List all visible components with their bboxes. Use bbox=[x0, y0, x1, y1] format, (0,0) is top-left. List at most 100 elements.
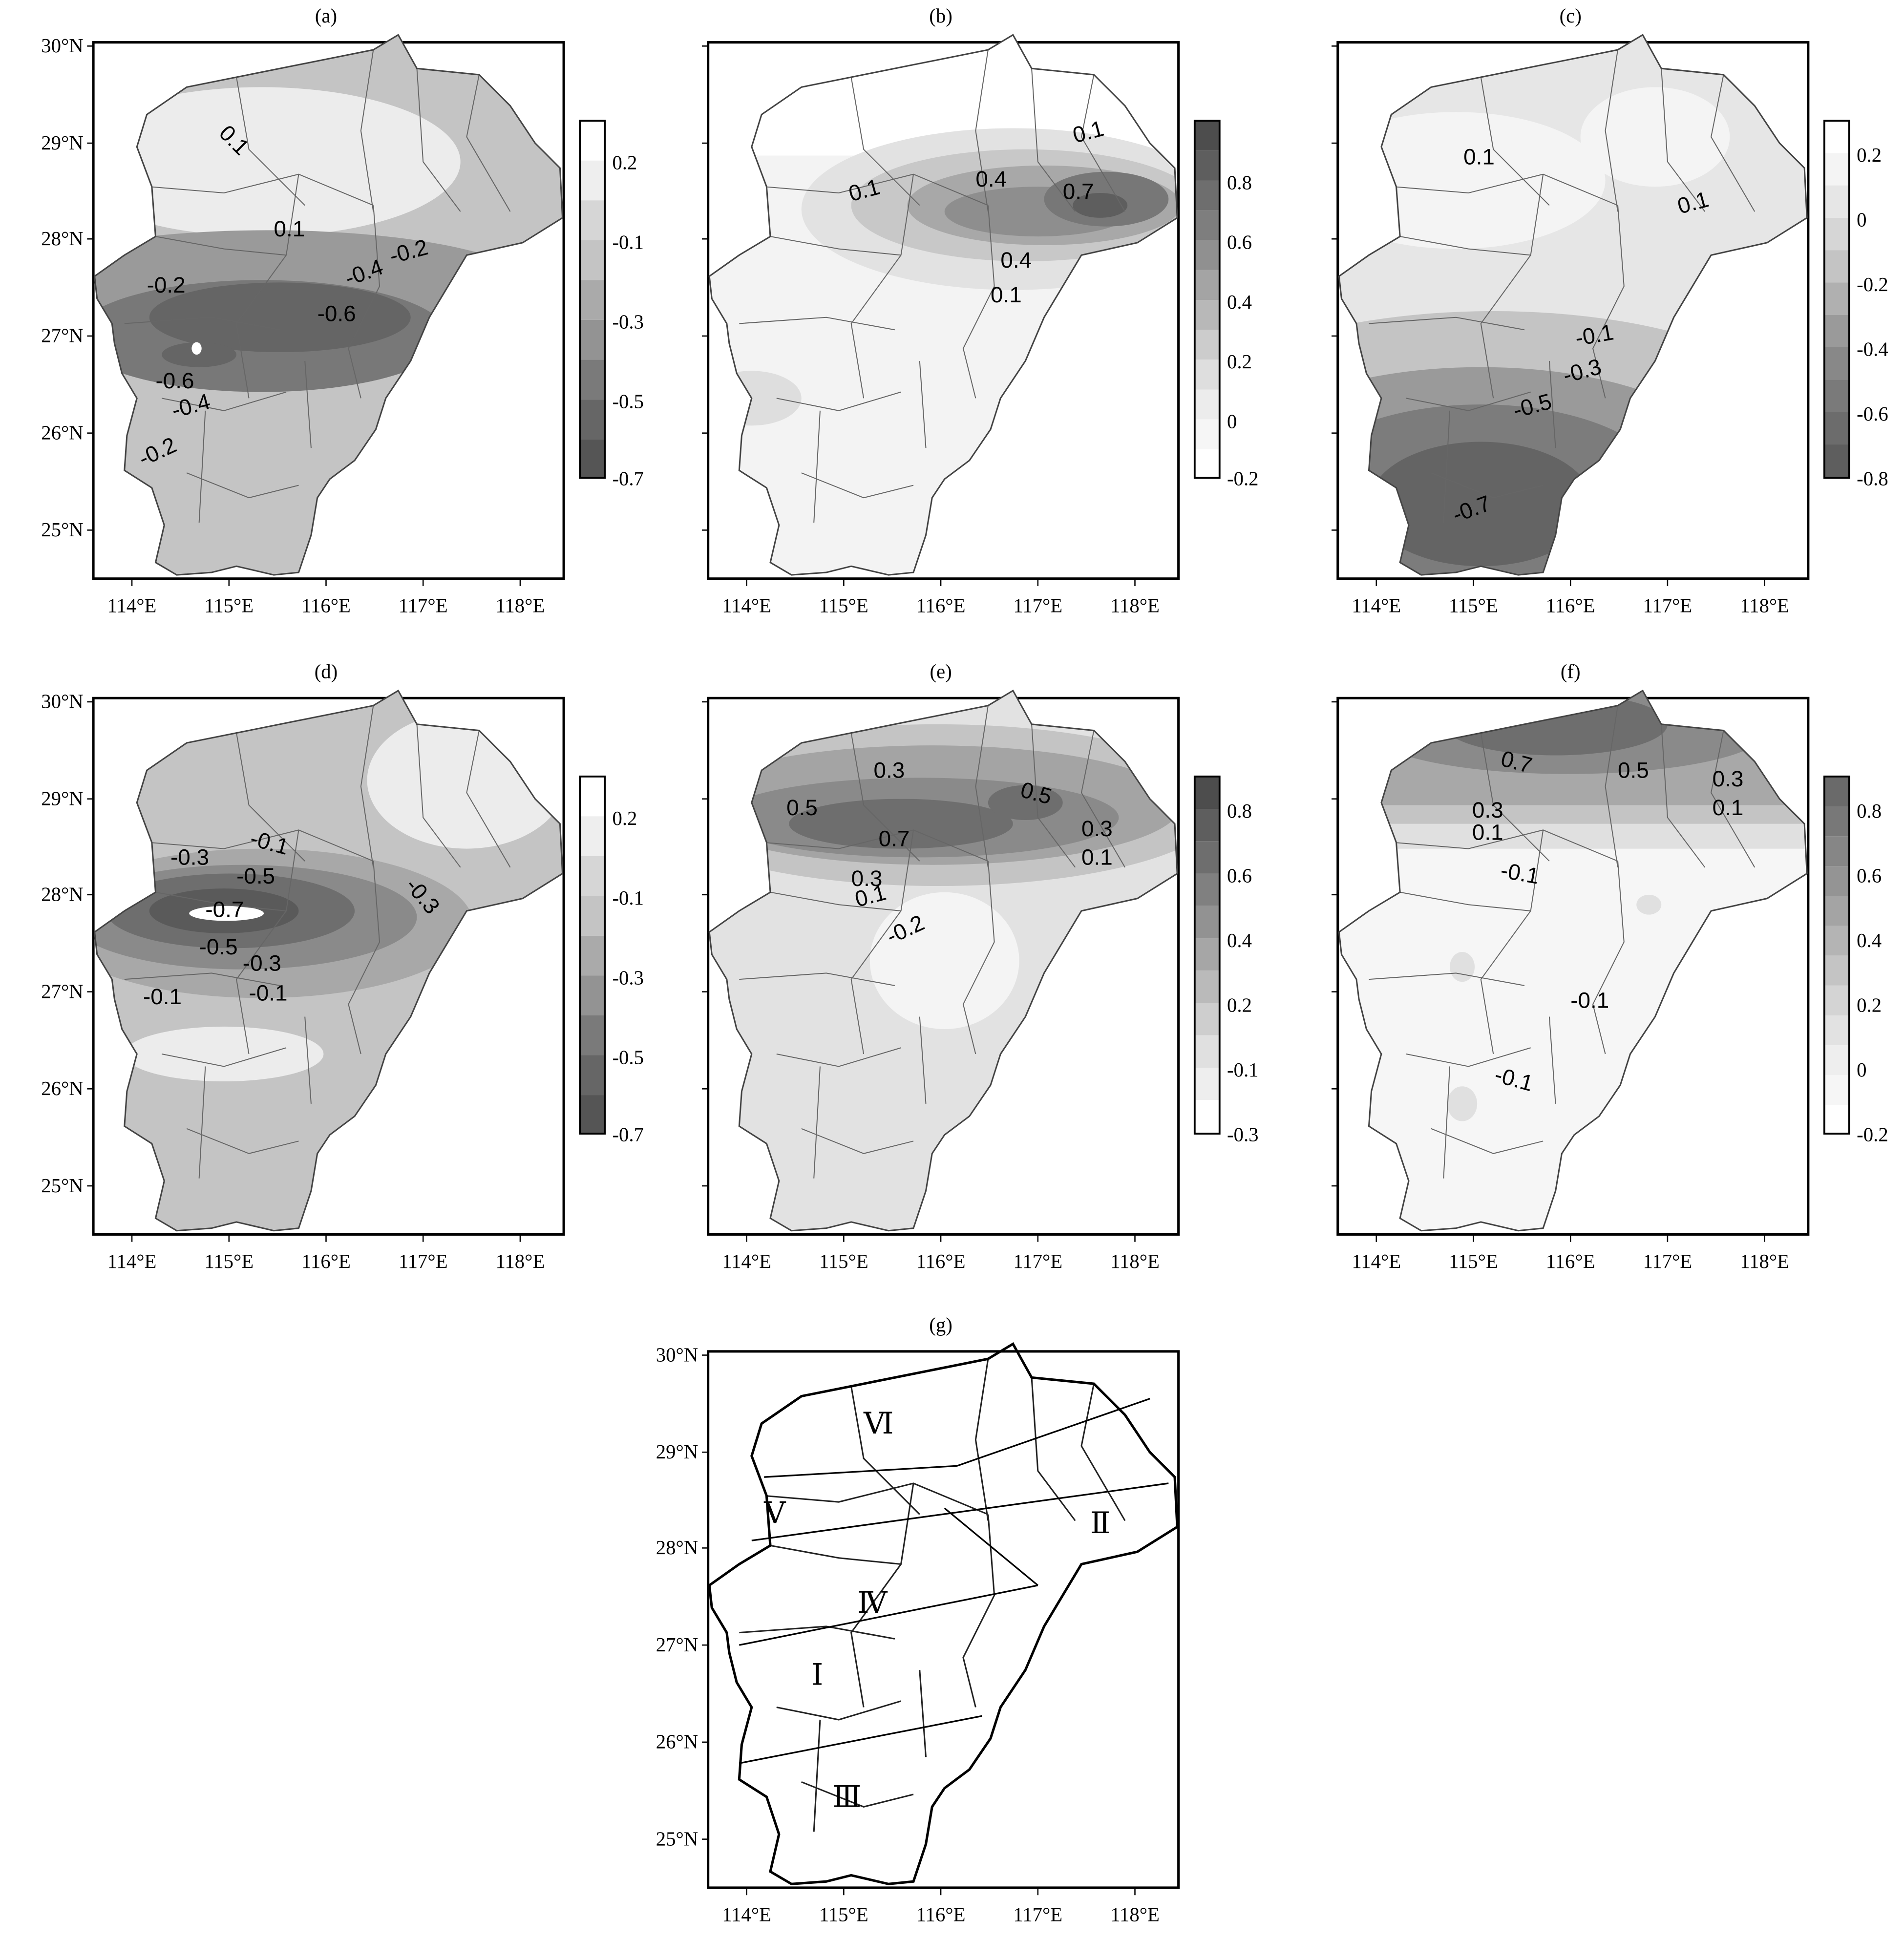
lat-axis bbox=[1332, 701, 1338, 1187]
lat-tick-label: 27°N bbox=[41, 325, 83, 347]
colorbar-label: 0 bbox=[1227, 410, 1237, 432]
colorbar-label: -0.6 bbox=[1857, 403, 1888, 425]
panel-title: (b) bbox=[929, 5, 952, 27]
panel-d: (d) -0.1 -0.3 -0.5 -0.7 -0.3 -0.5 -0.3 -… bbox=[41, 661, 644, 1273]
lat-axis bbox=[701, 701, 708, 1187]
lat-tick-label: 28°N bbox=[41, 884, 83, 906]
lon-tick-label: 118°E bbox=[1740, 1250, 1789, 1272]
region-label: Ⅴ bbox=[763, 1497, 786, 1530]
contour-label: -0.1 bbox=[1570, 988, 1609, 1013]
contour-label: 0.4 bbox=[975, 166, 1007, 191]
colorbar-label: 0 bbox=[1857, 1059, 1866, 1081]
lat-tick-label: 28°N bbox=[41, 228, 83, 250]
lon-tick-label: 117°E bbox=[399, 595, 448, 617]
lon-axis: 114°E 115°E 116°E 117°E 118°E bbox=[107, 1234, 545, 1272]
lon-tick-label: 116°E bbox=[1546, 1250, 1595, 1272]
lon-tick-label: 115°E bbox=[819, 1250, 868, 1272]
lon-axis: 114°E 115°E 116°E 117°E 118°E bbox=[107, 578, 545, 617]
map-frame bbox=[707, 1350, 1180, 1889]
lat-tick-label: 26°N bbox=[41, 422, 83, 443]
lon-tick-label: 115°E bbox=[1449, 1250, 1498, 1272]
colorbar-label: 0.8 bbox=[1857, 800, 1882, 822]
lat-axis bbox=[701, 45, 708, 531]
lat-axis bbox=[1332, 45, 1338, 531]
colorbar-label: 0.8 bbox=[1227, 800, 1252, 822]
lon-tick-label: 117°E bbox=[399, 1250, 448, 1272]
lon-tick-label: 116°E bbox=[916, 1250, 966, 1272]
contour-label: 0.1 bbox=[1472, 820, 1503, 845]
lat-tick-label: 29°N bbox=[41, 132, 83, 154]
lon-tick-label: 114°E bbox=[107, 1250, 157, 1272]
contour-label: -0.6 bbox=[155, 368, 194, 393]
colorbar-label: -0.2 bbox=[1857, 1123, 1888, 1145]
colorbar-label: -0.1 bbox=[612, 232, 644, 253]
lat-tick-label: 27°N bbox=[656, 1634, 698, 1656]
colorbar-label: -0.7 bbox=[612, 468, 644, 490]
colorbar-label: -0.3 bbox=[1227, 1123, 1259, 1145]
lat-tick-label: 25°N bbox=[41, 1175, 83, 1197]
lat-tick-label: 27°N bbox=[41, 980, 83, 1002]
panel-title: (f) bbox=[1561, 661, 1581, 683]
colorbar-label: -0.2 bbox=[1227, 468, 1259, 490]
colorbar-labels: 0.2 -0.1 -0.3 -0.5 -0.7 bbox=[612, 152, 644, 490]
contour-label: 0.3 bbox=[1081, 816, 1113, 841]
lon-tick-label: 114°E bbox=[107, 595, 157, 617]
lat-axis: 30°N 29°N 28°N 27°N 26°N 25°N bbox=[41, 691, 94, 1197]
lon-axis: 114°E 115°E 116°E 117°E 118°E bbox=[722, 578, 1160, 617]
region-label: Ⅱ bbox=[1090, 1507, 1111, 1540]
panel-a: (a) 0.1 0.1 -0.2 -0.2 -0.4 -0.6 -0.6 -0.… bbox=[41, 5, 644, 617]
lon-tick-label: 114°E bbox=[722, 1250, 771, 1272]
panel-g: (g) Ⅵ Ⅴ Ⅱ Ⅳ Ⅰ Ⅲ 30°N 29°N 28°N 27°N 26°N… bbox=[656, 1314, 1180, 1926]
colorbar-label: 0.8 bbox=[1227, 171, 1252, 193]
lat-tick-label: 30°N bbox=[656, 1344, 698, 1366]
contour-label: 0.5 bbox=[1618, 757, 1649, 782]
lon-tick-label: 116°E bbox=[301, 1250, 351, 1272]
contour-label: -0.2 bbox=[147, 272, 186, 297]
region-label: Ⅰ bbox=[811, 1659, 823, 1692]
region-label: Ⅵ bbox=[863, 1408, 893, 1440]
lon-tick-label: 118°E bbox=[496, 595, 545, 617]
contour-label: -0.3 bbox=[243, 950, 281, 975]
lat-tick-label: 28°N bbox=[656, 1537, 698, 1559]
lat-tick-label: 29°N bbox=[656, 1441, 698, 1463]
colorbar bbox=[579, 120, 606, 479]
contour-label: 0.3 bbox=[851, 865, 883, 891]
lon-tick-label: 118°E bbox=[1110, 595, 1160, 617]
colorbar-labels: 0.8 0.6 0.4 0.2 0 -0.2 bbox=[1857, 800, 1888, 1145]
panel-title: (e) bbox=[930, 661, 952, 683]
panel-b: (b) 0.1 0.1 0.4 0.7 0.4 0.1 bbox=[701, 5, 1259, 617]
lat-tick-label: 26°N bbox=[41, 1077, 83, 1099]
lon-tick-label: 115°E bbox=[819, 595, 868, 617]
lon-tick-label: 115°E bbox=[819, 1904, 868, 1926]
colorbar-label: 0.2 bbox=[1227, 994, 1252, 1016]
colorbar bbox=[1193, 775, 1221, 1135]
contour-label: 0.1 bbox=[1463, 144, 1495, 169]
region-boundaries bbox=[739, 1398, 1169, 1764]
panel-title: (d) bbox=[315, 661, 338, 683]
lon-tick-label: 114°E bbox=[1352, 595, 1401, 617]
lon-axis: 114°E 115°E 116°E 117°E 118°E bbox=[722, 1234, 1160, 1272]
region-labels: Ⅵ Ⅴ Ⅱ Ⅳ Ⅰ Ⅲ bbox=[763, 1408, 1110, 1813]
colorbar-label: -0.1 bbox=[612, 887, 644, 909]
colorbar-label: 0.2 bbox=[1227, 351, 1252, 373]
lon-tick-label: 116°E bbox=[916, 1904, 966, 1926]
colorbar-label: 0 bbox=[1857, 209, 1866, 231]
panel-e: (e) 0.3 0.5 0.5 0.7 0.3 0.1 0.3 0.1 -0.2 bbox=[701, 661, 1259, 1272]
contour-label: 0.3 bbox=[1472, 797, 1503, 822]
lon-tick-label: 117°E bbox=[1643, 1250, 1692, 1272]
lon-tick-label: 118°E bbox=[1110, 1250, 1160, 1272]
contour-label: 0.1 bbox=[274, 216, 305, 241]
lat-tick-label: 25°N bbox=[41, 519, 83, 541]
contour-label: 0.4 bbox=[1000, 247, 1032, 273]
lat-tick-label: 29°N bbox=[41, 787, 83, 809]
contour-labels: 0.1 0.1 0.4 0.7 0.4 0.1 bbox=[846, 115, 1107, 307]
panel-title: (a) bbox=[315, 5, 337, 27]
colorbar bbox=[1193, 120, 1221, 479]
region-label: Ⅲ bbox=[832, 1781, 861, 1813]
contour-label: -0.6 bbox=[317, 300, 356, 326]
colorbar-label: -0.3 bbox=[612, 967, 644, 989]
lat-axis: 30°N 29°N 28°N 27°N 26°N 25°N bbox=[656, 1344, 708, 1850]
colorbar-label: 0.2 bbox=[1857, 994, 1882, 1016]
contour-label: 0.1 bbox=[1081, 844, 1113, 870]
